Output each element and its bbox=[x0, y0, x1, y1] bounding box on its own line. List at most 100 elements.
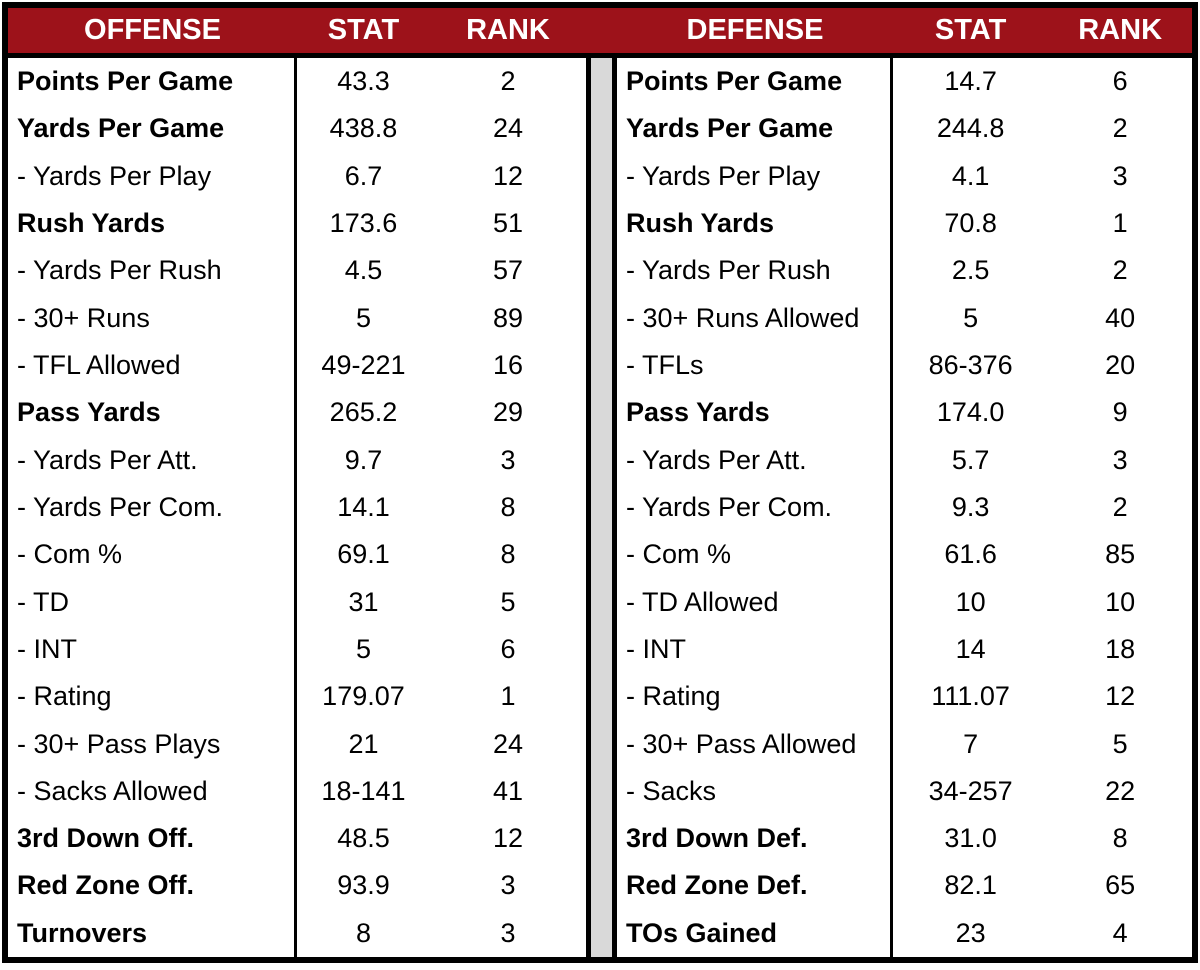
stat-value: 5 bbox=[355, 633, 371, 664]
stat-label: - 30+ Runs bbox=[8, 294, 297, 342]
table-row: TOs Gained 23 4 bbox=[617, 909, 1192, 957]
stat-label: Red Zone Off. bbox=[8, 862, 297, 910]
rank-value: 40 bbox=[1105, 302, 1136, 333]
stat-label: Points Per Game bbox=[8, 58, 297, 106]
stat-value: 5 bbox=[963, 302, 979, 333]
rank-value: 20 bbox=[1105, 350, 1136, 381]
stat-label: - TD bbox=[8, 578, 297, 626]
rank-value: 2 bbox=[1112, 255, 1128, 286]
table-row: Points Per Game 43.3 2 bbox=[8, 58, 586, 106]
rank-value: 57 bbox=[492, 255, 523, 286]
stat-value: 14.7 bbox=[944, 66, 997, 97]
rank-value: 29 bbox=[492, 397, 523, 428]
table-row: - Sacks 34-257 22 bbox=[617, 767, 1192, 815]
rank-value: 1 bbox=[1112, 208, 1128, 239]
table-row: - 30+ Pass Plays 21 24 bbox=[8, 720, 586, 768]
table-row: - TD 31 5 bbox=[8, 578, 586, 626]
stat-value: 69.1 bbox=[337, 539, 390, 570]
stat-label: - Rating bbox=[617, 673, 893, 721]
rank-value: 12 bbox=[492, 823, 523, 854]
rank-value: 9 bbox=[1112, 397, 1128, 428]
offense-stat-column-header: STAT bbox=[327, 14, 400, 46]
stat-value: 21 bbox=[348, 728, 379, 759]
stat-value: 9.3 bbox=[951, 491, 990, 522]
stat-value: 70.8 bbox=[944, 208, 997, 239]
stat-label: - TFLs bbox=[617, 341, 893, 390]
stat-value: 48.5 bbox=[337, 823, 390, 854]
stat-value: 82.1 bbox=[944, 870, 997, 901]
stat-label: - TFL Allowed bbox=[8, 341, 297, 390]
header-spacer bbox=[586, 8, 617, 53]
stat-value: 265.2 bbox=[329, 397, 398, 428]
stat-value: 23 bbox=[955, 917, 986, 948]
stat-label: TOs Gained bbox=[617, 909, 893, 957]
stat-value: 438.8 bbox=[329, 113, 398, 144]
table-row: - Com % 69.1 8 bbox=[8, 531, 586, 579]
stat-value: 9.7 bbox=[344, 444, 383, 475]
table-row: - Yards Per Att. 9.7 3 bbox=[8, 436, 586, 484]
stat-label: - Sacks bbox=[617, 767, 893, 815]
table-row: - TD Allowed 10 10 bbox=[617, 578, 1192, 626]
stat-value: 8 bbox=[355, 917, 371, 948]
rank-value: 3 bbox=[1112, 160, 1128, 191]
rank-value: 10 bbox=[1105, 586, 1136, 617]
rank-value: 3 bbox=[500, 444, 516, 475]
stat-value: 2.5 bbox=[951, 255, 990, 286]
stat-label: 3rd Down Off. bbox=[8, 815, 297, 863]
rank-value: 16 bbox=[492, 350, 523, 381]
stat-label: - Com % bbox=[617, 531, 893, 579]
table-row: - 30+ Runs Allowed 5 40 bbox=[617, 294, 1192, 342]
rank-value: 2 bbox=[1112, 113, 1128, 144]
table-row: 3rd Down Def. 31.0 8 bbox=[617, 815, 1192, 863]
stat-label: - Yards Per Play bbox=[8, 152, 297, 200]
stat-value: 31 bbox=[348, 586, 379, 617]
table-row: 3rd Down Off. 48.5 12 bbox=[8, 815, 586, 863]
rank-value: 12 bbox=[1105, 681, 1136, 712]
table-body: Points Per Game 43.3 2 Yards Per Game 438.8 2… bbox=[8, 58, 1192, 957]
rank-value: 8 bbox=[500, 491, 516, 522]
stat-label: - Yards Per Com. bbox=[8, 483, 297, 532]
stat-value: 5.7 bbox=[951, 444, 990, 475]
table-header: OFFENSE STAT RANK DEFENSE STAT RANK bbox=[8, 8, 1192, 58]
stat-value: 49-221 bbox=[321, 350, 406, 381]
stat-label: - Yards Per Att. bbox=[8, 436, 297, 484]
rank-value: 65 bbox=[1105, 870, 1136, 901]
stat-label: - 30+ Pass Allowed bbox=[617, 720, 893, 768]
offense-column-header: OFFENSE bbox=[84, 14, 221, 46]
stat-label: - Rating bbox=[8, 673, 297, 721]
stat-label: 3rd Down Def. bbox=[617, 815, 893, 863]
table-row: Yards Per Game 244.8 2 bbox=[617, 105, 1192, 153]
stat-label: - Yards Per Play bbox=[617, 152, 893, 200]
rank-value: 4 bbox=[1112, 917, 1128, 948]
table-row: - Sacks Allowed 18-141 41 bbox=[8, 767, 586, 815]
table-row: - Yards Per Rush 4.5 57 bbox=[8, 247, 586, 295]
table-row: Yards Per Game 438.8 24 bbox=[8, 105, 586, 153]
table-row: - Com % 61.6 85 bbox=[617, 531, 1192, 579]
rank-value: 1 bbox=[500, 681, 516, 712]
stat-value: 31.0 bbox=[944, 823, 997, 854]
offense-rank-column-header: RANK bbox=[466, 14, 550, 46]
stat-label: - Sacks Allowed bbox=[8, 767, 297, 815]
table-row: - Rating 179.07 1 bbox=[8, 673, 586, 721]
rank-value: 12 bbox=[492, 160, 523, 191]
table-row: Rush Yards 70.8 1 bbox=[617, 199, 1192, 248]
rank-value: 3 bbox=[500, 917, 516, 948]
stat-value: 244.8 bbox=[936, 113, 1005, 144]
table-row: - Yards Per Com. 14.1 8 bbox=[8, 483, 586, 532]
table-row: - INT 5 6 bbox=[8, 625, 586, 674]
rank-value: 5 bbox=[500, 586, 516, 617]
stat-label: Rush Yards bbox=[8, 199, 297, 248]
stat-label: - Yards Per Com. bbox=[617, 483, 893, 532]
stat-label: Turnovers bbox=[8, 909, 297, 957]
stat-value: 18-141 bbox=[321, 775, 406, 806]
stat-label: - 30+ Runs Allowed bbox=[617, 294, 893, 342]
offense-header-section: OFFENSE STAT RANK bbox=[8, 8, 586, 53]
stat-value: 61.6 bbox=[944, 539, 997, 570]
stat-value: 7 bbox=[963, 728, 979, 759]
rank-value: 8 bbox=[500, 539, 516, 570]
rank-value: 2 bbox=[1112, 491, 1128, 522]
rank-value: 8 bbox=[1112, 823, 1128, 854]
stat-value: 43.3 bbox=[337, 66, 390, 97]
stat-label: Red Zone Def. bbox=[617, 862, 893, 910]
table-row: Rush Yards 173.6 51 bbox=[8, 199, 586, 248]
